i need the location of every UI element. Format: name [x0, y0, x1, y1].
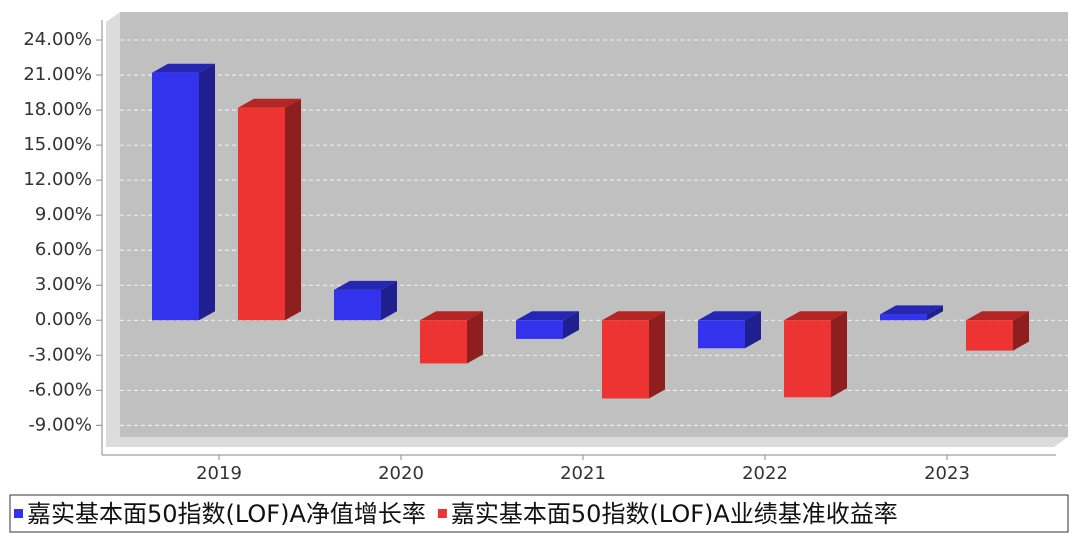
- legend-swatch: [437, 509, 447, 518]
- x-tick-label: 2022: [742, 463, 788, 484]
- y-tick-label: 6.00%: [35, 239, 92, 260]
- bar-side: [199, 63, 215, 321]
- y-tick-label: 15.00%: [23, 134, 92, 155]
- bar-top: [880, 305, 943, 315]
- bar-side: [1013, 311, 1029, 351]
- legend-label: 嘉实基本面50指数(LOF)A净值增长率: [27, 500, 426, 528]
- bar-side: [563, 311, 579, 339]
- x-tick-label: 2023: [924, 463, 970, 484]
- bar: [420, 320, 467, 364]
- x-tick-label: 2019: [196, 463, 242, 484]
- bar-side: [927, 305, 943, 321]
- bar: [698, 320, 745, 349]
- bar-side: [467, 311, 483, 364]
- bar-side: [745, 311, 761, 349]
- bar: [880, 314, 927, 321]
- bar-top: [784, 311, 847, 321]
- bar-side: [285, 98, 301, 321]
- y-tick-label: -9.00%: [28, 414, 92, 435]
- y-tick-label: 3.00%: [35, 274, 92, 295]
- y-tick-label: -3.00%: [28, 344, 92, 365]
- bar-top: [966, 311, 1029, 321]
- y-tick-label: 12.00%: [23, 169, 92, 190]
- legend-box: [9, 494, 1069, 533]
- bar: [602, 320, 649, 399]
- bar-top: [602, 311, 665, 321]
- bar-side: [381, 280, 397, 321]
- bar: [334, 289, 381, 321]
- bar-top: [420, 311, 483, 321]
- side-wall: [106, 12, 120, 447]
- bar-top: [334, 280, 397, 290]
- bar-top: [238, 98, 301, 108]
- bar: [238, 107, 285, 321]
- y-tick-label: 0.00%: [35, 309, 92, 330]
- y-tick-label: 18.00%: [23, 99, 92, 120]
- bar-side: [649, 311, 665, 399]
- y-tick-label: 9.00%: [35, 204, 92, 225]
- y-tick-label: -6.00%: [28, 379, 92, 400]
- y-tick-label: 24.00%: [23, 29, 92, 50]
- y-tick-label: 21.00%: [23, 64, 92, 85]
- bar-top: [152, 63, 215, 73]
- bar: [966, 320, 1013, 351]
- x-tick-label: 2021: [560, 463, 606, 484]
- bar: [516, 320, 563, 339]
- bar-top: [698, 311, 761, 321]
- floor: [106, 437, 1068, 447]
- legend-swatch: [14, 509, 23, 518]
- bar-side: [831, 311, 847, 398]
- bar-top: [516, 311, 579, 321]
- x-tick-label: 2020: [378, 463, 424, 484]
- bar: [152, 72, 199, 321]
- legend-label: 嘉实基本面50指数(LOF)A业绩基准收益率: [451, 500, 898, 528]
- bar: [784, 320, 831, 398]
